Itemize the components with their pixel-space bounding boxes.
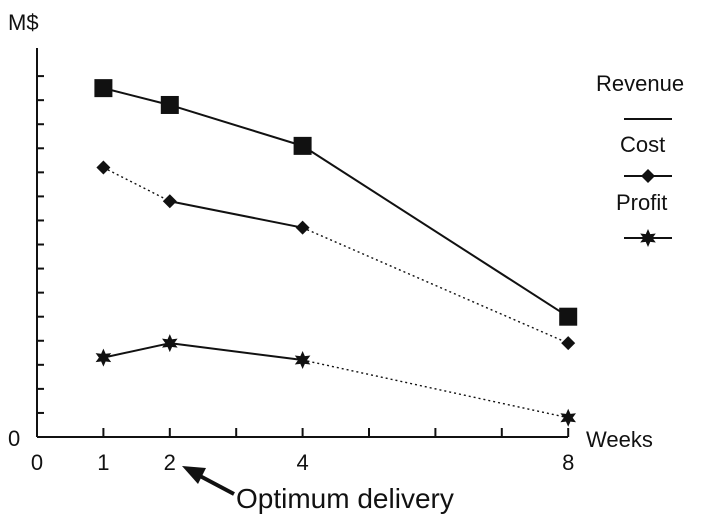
data-point-profit bbox=[294, 351, 311, 370]
x-tick-label: 8 bbox=[562, 450, 574, 475]
legend-label-revenue: Revenue bbox=[596, 71, 684, 96]
y-ticks bbox=[37, 75, 44, 414]
data-point-profit bbox=[560, 408, 576, 427]
data-point-revenue bbox=[559, 307, 578, 326]
series-line-cost bbox=[302, 227, 569, 344]
x-tick-label: 0 bbox=[31, 450, 43, 475]
data-point-cost bbox=[295, 220, 310, 235]
annotation-text: Optimum delivery bbox=[236, 483, 454, 514]
data-point-revenue bbox=[293, 136, 312, 155]
series-line-cost bbox=[169, 200, 303, 229]
annotation-optimum-delivery: Optimum delivery bbox=[182, 466, 454, 514]
data-point-revenue bbox=[160, 95, 179, 114]
legend: Revenue Cost Profit bbox=[596, 71, 684, 247]
series-line-profit bbox=[169, 342, 303, 362]
series-line-cost bbox=[103, 166, 171, 202]
legend-label-cost: Cost bbox=[620, 132, 665, 157]
x-tick-labels: 0 1 2 4 8 bbox=[31, 450, 574, 475]
x-tick-label: 4 bbox=[296, 450, 308, 475]
x-tick-label: 1 bbox=[97, 450, 109, 475]
data-point-profit bbox=[162, 334, 178, 353]
legend-label-profit: Profit bbox=[616, 190, 667, 215]
data-point-cost bbox=[162, 194, 177, 209]
annotation-arrowhead bbox=[182, 466, 206, 484]
legend-marker-cost bbox=[641, 169, 655, 183]
y-zero-label: 0 bbox=[8, 426, 20, 451]
x-ticks bbox=[102, 428, 570, 437]
data-point-revenue bbox=[94, 79, 113, 98]
y-axis-label: M$ bbox=[8, 10, 39, 35]
axes bbox=[36, 48, 568, 438]
x-tick-label: 2 bbox=[164, 450, 176, 475]
x-axis-label: Weeks bbox=[586, 427, 653, 452]
series-line-revenue bbox=[302, 145, 569, 318]
legend-marker-profit bbox=[640, 229, 656, 247]
data-point-cost bbox=[561, 336, 576, 351]
data-point-profit bbox=[95, 348, 112, 367]
series-line-profit bbox=[103, 342, 171, 359]
annotation-arrow-shaft bbox=[199, 474, 235, 496]
data-point-cost bbox=[96, 160, 111, 175]
series-line-profit bbox=[302, 359, 569, 419]
series-lines bbox=[103, 87, 569, 419]
legend-markers bbox=[640, 169, 656, 247]
series-markers bbox=[94, 79, 578, 427]
series-line-revenue bbox=[103, 87, 171, 106]
series-line-revenue bbox=[169, 104, 303, 147]
